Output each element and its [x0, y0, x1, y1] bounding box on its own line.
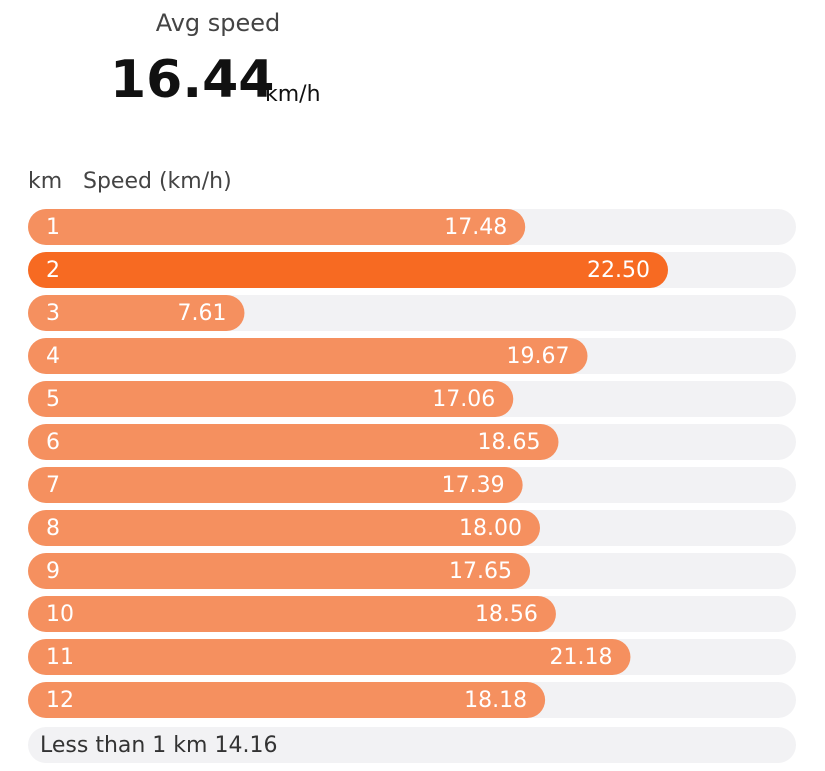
value-label: 17.06 — [432, 387, 495, 412]
value-label: 21.18 — [549, 645, 612, 670]
value-label: 18.56 — [475, 602, 538, 627]
value-label: 22.50 — [587, 258, 650, 283]
bar — [28, 553, 531, 589]
value-label: 18.18 — [464, 688, 527, 713]
value-label: 19.67 — [507, 344, 570, 369]
category-label: 10 — [46, 602, 74, 627]
bar — [28, 338, 588, 374]
bar — [28, 639, 631, 675]
avg-value: 16.44 — [110, 50, 274, 110]
category-label: 9 — [46, 559, 60, 584]
value-label: 17.65 — [449, 559, 512, 584]
remainder-label: Less than 1 km — [40, 733, 207, 758]
avg-label: Avg speed — [156, 9, 281, 37]
category-label: 3 — [46, 301, 60, 326]
bar — [28, 424, 559, 460]
bar — [28, 295, 245, 331]
category-label: 7 — [46, 473, 60, 498]
bar — [28, 682, 546, 718]
value-label: 17.39 — [442, 473, 505, 498]
bar — [28, 252, 668, 288]
value-label: 18.00 — [459, 516, 522, 541]
value-label: 7.61 — [177, 301, 226, 326]
category-label: 8 — [46, 516, 60, 541]
column-header: Speed (km/h) — [83, 169, 232, 194]
category-label: 2 — [46, 258, 60, 283]
value-label: 17.48 — [444, 215, 507, 240]
remainder-value: 14.16 — [214, 733, 277, 758]
bar — [28, 467, 523, 503]
category-label: 11 — [46, 645, 74, 670]
bar — [28, 381, 514, 417]
category-label: 4 — [46, 344, 60, 369]
category-label: 12 — [46, 688, 74, 713]
category-label: 5 — [46, 387, 60, 412]
value-label: 18.65 — [478, 430, 541, 455]
category-label: 6 — [46, 430, 60, 455]
bar — [28, 596, 556, 632]
category-label: 1 — [46, 215, 60, 240]
avg-unit: km/h — [265, 82, 321, 107]
track — [28, 727, 796, 763]
column-header: km — [28, 169, 62, 194]
bar — [28, 209, 526, 245]
bar — [28, 510, 540, 546]
